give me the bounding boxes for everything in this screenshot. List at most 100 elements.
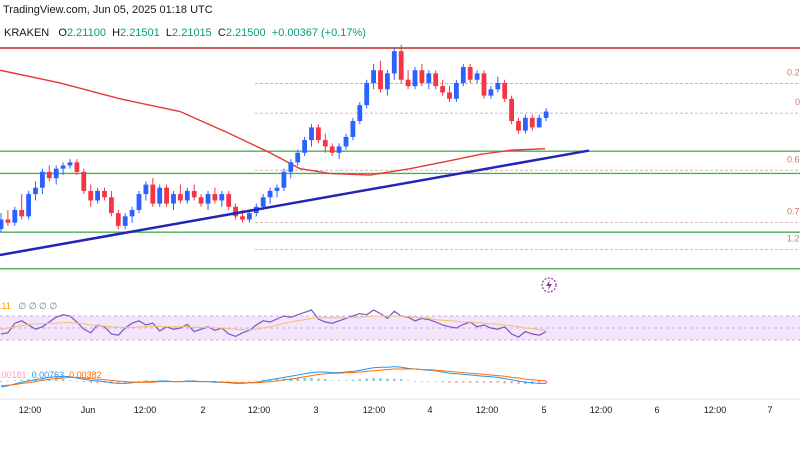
x-tick-label: 12:00 bbox=[134, 405, 157, 415]
candle bbox=[102, 190, 107, 198]
macd-histogram-bar bbox=[0, 381, 3, 383]
macd-histogram-bar bbox=[544, 381, 548, 384]
macd-histogram-bar bbox=[503, 381, 506, 384]
candle bbox=[33, 187, 38, 195]
exchange-label: KRAKEN bbox=[4, 27, 50, 39]
candle bbox=[460, 67, 466, 83]
macd-histogram-bar bbox=[27, 379, 30, 381]
macd-histogram-bar bbox=[324, 379, 327, 381]
fib-label: 1.2 bbox=[787, 234, 800, 244]
candle bbox=[405, 79, 411, 87]
candle bbox=[322, 140, 328, 147]
candle bbox=[205, 194, 211, 204]
macd-histogram-bar bbox=[337, 380, 341, 381]
rsi-value: 0.11 bbox=[0, 301, 11, 311]
candle bbox=[260, 197, 266, 207]
trendline-layer bbox=[0, 149, 590, 257]
candle bbox=[316, 127, 321, 141]
macd-histogram-bar bbox=[13, 380, 16, 381]
macd-histogram-bar bbox=[420, 381, 424, 382]
candle bbox=[150, 184, 156, 204]
candle bbox=[433, 73, 439, 87]
macd-histogram-bar bbox=[351, 379, 355, 381]
low-value: 2.21015 bbox=[172, 27, 212, 39]
time-axis: 12:00 Jun 12:00 2 12:00 3 12:00 4 12:00 5 12:00 6 12… bbox=[0, 398, 800, 415]
open-value: 2.21100 bbox=[66, 27, 106, 39]
macd-histogram-bar bbox=[331, 380, 334, 381]
fib-label: 0.6 bbox=[787, 154, 800, 164]
candle bbox=[288, 162, 294, 172]
candle bbox=[474, 73, 480, 80]
macd-histogram-bar bbox=[475, 381, 479, 383]
x-tick-label: 3 bbox=[313, 405, 318, 415]
macd-histogram-bar bbox=[55, 379, 58, 381]
candle bbox=[536, 117, 542, 128]
ohlc-legend: KRAKEN O2.21100 H2.21501 L2.21015 C2.215… bbox=[4, 27, 366, 39]
rsi-legend: 0.11 ∅ ∅ ∅ ∅ bbox=[0, 301, 57, 312]
macd-histogram-bar bbox=[6, 381, 10, 382]
macd-histogram-bar bbox=[234, 381, 237, 382]
candle bbox=[40, 171, 45, 188]
x-tick-label: 12:00 bbox=[19, 405, 42, 415]
candle bbox=[516, 121, 521, 131]
macd-histogram-bar bbox=[220, 381, 223, 382]
candle bbox=[109, 197, 114, 214]
candle bbox=[88, 190, 94, 201]
candle bbox=[426, 73, 432, 83]
candle bbox=[523, 117, 528, 131]
macd-legend: 0.00181 0.00763 0.00382 bbox=[0, 370, 102, 380]
candle bbox=[419, 70, 425, 83]
candle bbox=[5, 219, 11, 223]
macd-value-3: 0.00382 bbox=[69, 370, 102, 380]
candle bbox=[26, 194, 31, 217]
rsi-line bbox=[0, 309, 547, 338]
candle bbox=[302, 140, 307, 153]
macd-histogram-bar bbox=[68, 380, 72, 381]
candle bbox=[467, 67, 473, 80]
macd-histogram-bar bbox=[137, 381, 141, 382]
macd-histogram-bar bbox=[372, 378, 375, 381]
x-tick-label: 7 bbox=[767, 405, 772, 415]
macd-line bbox=[0, 366, 547, 388]
macd-histogram-bar bbox=[310, 378, 313, 381]
candle bbox=[53, 168, 59, 179]
candle bbox=[247, 213, 252, 220]
macd-histogram-bar bbox=[393, 378, 396, 381]
candle bbox=[81, 171, 87, 191]
publisher-text: n TradingView.com, Jun 05, 2025 01:18 UT… bbox=[0, 4, 213, 16]
candle bbox=[219, 194, 225, 201]
candle bbox=[129, 209, 135, 217]
candle bbox=[46, 171, 52, 179]
macd-histogram-bar bbox=[365, 378, 368, 381]
macd-histogram-bar bbox=[462, 381, 465, 383]
candle bbox=[529, 117, 535, 128]
macd-histogram-bar bbox=[241, 381, 244, 382]
candle bbox=[198, 197, 204, 204]
candle bbox=[447, 92, 452, 99]
replay-icon[interactable] bbox=[541, 277, 557, 293]
candle bbox=[509, 98, 514, 122]
candle bbox=[191, 190, 197, 198]
candle bbox=[495, 82, 501, 90]
candle bbox=[60, 165, 66, 169]
candle bbox=[391, 51, 397, 74]
candle bbox=[440, 86, 445, 93]
macd-histogram-bar bbox=[538, 381, 541, 384]
candle bbox=[143, 184, 149, 195]
candle bbox=[295, 152, 301, 163]
macd-histogram-bar bbox=[61, 379, 65, 381]
x-tick-label: 12:00 bbox=[590, 405, 613, 415]
candle bbox=[329, 146, 335, 153]
macd-histogram-bar bbox=[455, 381, 458, 383]
candle bbox=[184, 190, 190, 201]
candle bbox=[357, 105, 363, 122]
macd-histogram-bar bbox=[434, 381, 437, 382]
candle bbox=[412, 70, 418, 87]
candle bbox=[543, 111, 549, 118]
candle bbox=[481, 73, 487, 96]
x-tick-label: 6 bbox=[654, 405, 659, 415]
candle bbox=[378, 70, 383, 90]
macd-histogram-bar bbox=[510, 381, 513, 384]
candle bbox=[164, 187, 169, 204]
